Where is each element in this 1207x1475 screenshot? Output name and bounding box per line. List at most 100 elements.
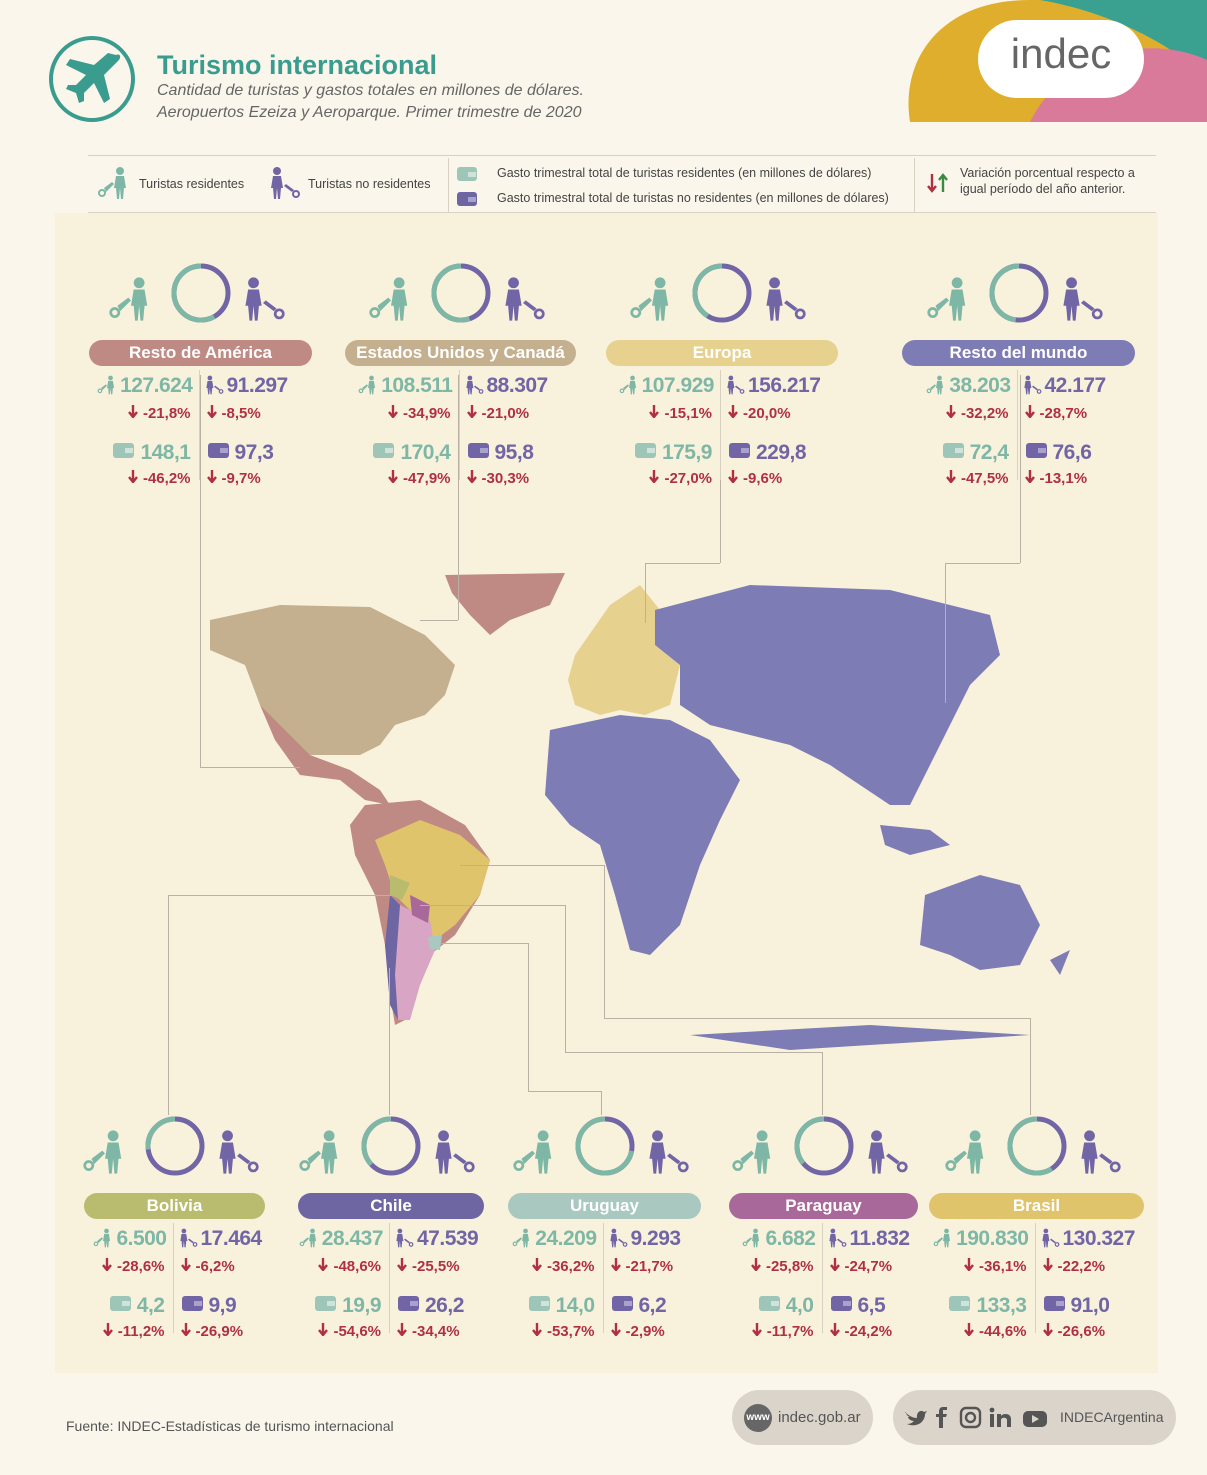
spend-residents-variation: -46,2% <box>128 469 191 487</box>
spend-residents: 72,4 <box>942 440 1009 466</box>
wallet-resident-icon <box>758 1293 782 1319</box>
resident-tourist-icon <box>741 1228 763 1254</box>
spend-non-residents-variation: -2,9% <box>610 1322 665 1340</box>
connector-eeuu <box>458 375 459 620</box>
block-label: Brasil <box>929 1193 1144 1219</box>
non-resident-tourist-icon <box>1055 276 1107 327</box>
non-resident-tourist-icon <box>203 375 225 401</box>
block-estados-unidos-y-canadá: Estados Unidos y Canadá 108.511 88.307 -… <box>345 262 576 487</box>
resident-tourist-icon <box>295 1129 347 1180</box>
connector-resto-mundo <box>1020 375 1021 563</box>
block-label: Estados Unidos y Canadá <box>345 340 576 366</box>
non-residents-count: 88.307 <box>463 374 548 401</box>
non-resident-tourist-icon <box>1039 1228 1061 1254</box>
resident-tourist-icon <box>923 276 975 327</box>
wallet-resident-icon <box>372 440 396 466</box>
residents-variation: -36,2% <box>532 1257 595 1275</box>
block-bolivia: Bolivia 6.500 17.464 -28,6% -6,2% 4,2 9,… <box>82 1115 265 1340</box>
residents-count: 107.929 <box>618 374 715 401</box>
non-residents-variation: -28,7% <box>1024 404 1087 422</box>
block-brasil: Brasil 190.830 130.327 -36,1% -22,2% 133… <box>929 1115 1144 1340</box>
resident-tourist-icon <box>618 375 640 401</box>
spend-residents: 148,1 <box>112 440 191 466</box>
non-resident-tourist-icon <box>826 1228 848 1254</box>
non-resident-tourist-icon <box>463 375 485 401</box>
website-link[interactable]: indec.gob.ar <box>778 1409 861 1426</box>
non-residents-variation: -6,2% <box>180 1257 235 1275</box>
spend-residents-variation: -44,6% <box>964 1322 1027 1340</box>
residents-count: 108.511 <box>357 374 453 401</box>
connector-brasil <box>460 865 604 866</box>
non-resident-tourist-icon <box>724 375 746 401</box>
non-residents-variation: -21,0% <box>466 404 529 422</box>
spend-non-residents: 97,3 <box>207 440 274 466</box>
resident-tourist-icon <box>925 375 947 401</box>
resident-tourist-icon <box>932 1228 954 1254</box>
spend-non-residents-variation: -13,1% <box>1024 469 1087 487</box>
variation-arrows-icon <box>927 173 948 193</box>
non-resident-tourist-icon <box>860 1129 912 1180</box>
connector-resto-america <box>200 375 201 767</box>
www-icon: www <box>744 1404 772 1432</box>
website-button[interactable]: www indec.gob.ar <box>732 1390 873 1445</box>
resident-tourist-icon <box>92 1228 114 1254</box>
residents-variation: -21,8% <box>128 404 191 422</box>
spend-residents: 175,9 <box>634 440 713 466</box>
legend: Turistas residentes Turistas no resident… <box>88 155 1156 213</box>
spend-non-residents: 91,0 <box>1043 1293 1110 1319</box>
block-label: Chile <box>298 1193 484 1219</box>
resident-tourist-icon <box>298 1228 320 1254</box>
share-donut <box>430 262 492 329</box>
non-residents-count: 42.177 <box>1021 374 1106 401</box>
social-button[interactable]: INDECArgentina <box>893 1390 1176 1445</box>
block-label: Paraguay <box>729 1193 918 1219</box>
resident-tourist-icon <box>728 1129 780 1180</box>
residents-variation: -36,1% <box>964 1257 1027 1275</box>
spend-residents-variation: -47,5% <box>946 469 1009 487</box>
share-donut <box>1006 1115 1068 1182</box>
non-resident-tourist-icon <box>607 1228 629 1254</box>
legend-variation-2: igual período del año anterior. <box>960 182 1126 196</box>
page-subtitle-1: Cantidad de turistas y gastos totales en… <box>157 82 584 99</box>
social-handle: INDECArgentina <box>1060 1409 1164 1425</box>
non-residents-variation: -21,7% <box>610 1257 673 1275</box>
connector-chile <box>389 968 390 1115</box>
block-chile: Chile 28.437 47.539 -48,6% -25,5% 19,9 2… <box>295 1115 484 1340</box>
non-residents-variation: -24,7% <box>829 1257 892 1275</box>
non-resident-tourist-icon <box>758 276 810 327</box>
wallet-non-resident-icon <box>728 440 752 466</box>
spend-non-residents: 76,6 <box>1025 440 1092 466</box>
wallet-non-resident-icon <box>457 192 477 206</box>
wallet-resident-icon <box>109 1293 133 1319</box>
resident-tourist-icon <box>626 276 678 327</box>
wallet-resident-icon <box>314 1293 338 1319</box>
non-resident-tourist-icon <box>427 1129 479 1180</box>
non-residents-count: 47.539 <box>393 1227 479 1254</box>
non-residents-count: 17.464 <box>177 1227 262 1254</box>
wallet-non-resident-icon <box>1043 1293 1067 1319</box>
resident-tourist-icon <box>96 375 118 401</box>
connector-uruguay <box>440 943 528 944</box>
residents-count: 6.682 <box>741 1227 816 1254</box>
wallet-non-resident-icon <box>181 1293 205 1319</box>
non-resident-tourist-icon <box>1021 375 1043 401</box>
block-label: Resto del mundo <box>902 340 1135 366</box>
spend-residents-variation: -54,6% <box>318 1322 381 1340</box>
wallet-resident-icon <box>634 440 658 466</box>
page-subtitle-2: Aeropuertos Ezeiza y Aeroparque. Primer … <box>157 104 582 121</box>
block-uruguay: Uruguay 24.209 9.293 -36,2% -21,7% 14,0 … <box>508 1115 701 1340</box>
spend-residents-variation: -11,2% <box>102 1322 165 1340</box>
block-europa: Europa 107.929 156.217 -15,1% -20,0% 175… <box>606 262 838 487</box>
residents-variation: -34,9% <box>388 404 451 422</box>
non-residents-variation: -20,0% <box>728 404 791 422</box>
resident-tourist-icon <box>509 1129 561 1180</box>
legend-spend-residents: Gasto trimestral total de turistas resid… <box>497 166 872 180</box>
spend-non-residents-variation: -34,4% <box>397 1322 460 1340</box>
block-label: Bolivia <box>84 1193 265 1219</box>
resident-tourist-icon <box>365 276 417 327</box>
non-resident-tourist-icon <box>266 166 302 205</box>
non-resident-tourist-icon <box>393 1228 415 1254</box>
spend-non-residents: 6,2 <box>611 1293 667 1319</box>
residents-count: 38.203 <box>925 374 1011 401</box>
spend-residents-variation: -53,7% <box>532 1322 595 1340</box>
